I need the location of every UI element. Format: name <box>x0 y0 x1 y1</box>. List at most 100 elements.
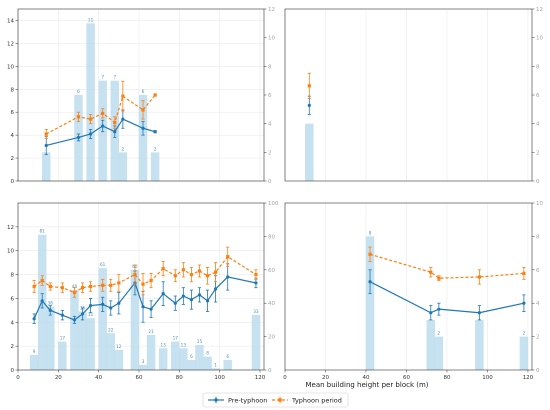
y2-tick-label: 2 <box>536 150 540 156</box>
data-point-pre-typhoon <box>32 317 36 321</box>
y-tick-label: 4 <box>11 133 15 139</box>
block-count-bar <box>158 348 168 370</box>
data-point-pre-typhoon <box>149 307 153 311</box>
bar-count-label: 8 <box>206 351 209 356</box>
series-line-pre-typhoon <box>33 276 257 321</box>
data-point-typhoon-period <box>88 117 93 121</box>
series-line-typhoon-period <box>369 253 524 279</box>
data-point-typhoon-period <box>60 286 64 290</box>
y2-tick-label: 6 <box>536 93 540 99</box>
data-point-pre-typhoon <box>72 318 77 322</box>
series-line-typhoon-period <box>33 255 257 294</box>
y2-tick-label: 2 <box>536 335 540 341</box>
block-count-bar <box>138 364 148 370</box>
chart-panel-wanlv-park: 0 2 4 6 8 10 12 <box>284 7 543 185</box>
data-point-typhoon-period <box>153 93 157 97</box>
data-point-typhoon-period <box>189 272 194 277</box>
data-point-typhoon-period <box>522 271 526 275</box>
y2-tick-label: 10 <box>536 36 543 42</box>
data-point-typhoon-period <box>40 278 44 283</box>
data-point-pre-typhoon <box>254 281 258 285</box>
plot-frame <box>284 202 533 371</box>
data-point-pre-typhoon <box>181 294 185 298</box>
y-tick-label: 2 <box>11 344 15 350</box>
block-count-bar <box>146 334 156 370</box>
legend-item-pre-typhoon: Pre-typhoon <box>208 396 267 405</box>
bar-count-label: 6 <box>142 89 145 94</box>
x-tick-label: 0 <box>283 375 287 381</box>
y-tick-label: 12 <box>7 41 14 47</box>
y2-tick-label: 10 <box>268 36 275 42</box>
block-count-bar <box>98 268 107 370</box>
x-tick-label: 120 <box>255 375 266 381</box>
y2-tick-label: 40 <box>268 301 275 307</box>
block-count-bar <box>434 336 444 370</box>
y2-tick-label: 100 <box>268 201 279 207</box>
data-point-pre-typhoon <box>117 301 121 305</box>
data-point-typhoon-period <box>44 132 48 136</box>
block-count-bar <box>203 356 212 370</box>
data-point-pre-typhoon <box>522 301 526 305</box>
y-tick-label: 12 <box>7 225 14 231</box>
data-point-typhoon-period <box>173 274 177 278</box>
data-point-typhoon-period <box>437 276 441 280</box>
block-count-bar <box>223 359 232 370</box>
x-tick-label: 20 <box>55 375 62 381</box>
data-point-pre-typhoon <box>141 305 145 309</box>
bar-count-label: 17 <box>173 336 179 341</box>
legend-marker-typhoon-period <box>278 398 282 402</box>
data-point-pre-typhoon <box>205 299 210 303</box>
y-tick-label: 4 <box>11 320 15 326</box>
data-point-pre-typhoon <box>121 117 125 121</box>
legend-marker-pre-typhoon <box>214 398 218 402</box>
y-tick-label: 14 <box>7 18 14 24</box>
data-point-pre-typhoon <box>226 275 230 279</box>
data-point-typhoon-period <box>141 282 145 286</box>
data-point-pre-typhoon <box>76 135 81 140</box>
x-tick-label: 100 <box>214 375 225 381</box>
bar-count-label: 61 <box>100 262 106 267</box>
y-tick-label: 0 <box>11 368 15 374</box>
data-point-typhoon-period <box>101 283 105 287</box>
y2-tick-label: 20 <box>268 335 275 341</box>
data-point-pre-typhoon <box>173 301 177 305</box>
legend-label-pre-typhoon: Pre-typhoon <box>228 397 267 405</box>
legend-label-typhoon-period: Typhoon period <box>291 397 342 405</box>
data-point-pre-typhoon <box>368 280 372 284</box>
y2-tick-label: 4 <box>268 122 272 128</box>
data-point-pre-typhoon <box>40 299 44 303</box>
y2-tick-label: 8 <box>536 234 540 240</box>
data-point-typhoon-period <box>477 275 481 279</box>
y2-tick-label: 0 <box>536 179 540 185</box>
block-count-bar <box>365 236 375 370</box>
block-count-bar <box>187 359 196 370</box>
block-count-bar <box>171 341 180 370</box>
data-point-pre-typhoon <box>60 313 64 317</box>
legend-frame <box>202 392 349 408</box>
data-point-pre-typhoon <box>214 287 218 291</box>
y-tick-label: 10 <box>7 64 14 70</box>
y2-tick-label: 12 <box>536 7 543 13</box>
y2-tick-label: 8 <box>268 64 272 70</box>
data-point-typhoon-period <box>429 270 433 274</box>
data-point-typhoon-period <box>113 120 117 125</box>
bar-count-label: 81 <box>40 229 46 234</box>
data-point-typhoon-period <box>307 84 311 88</box>
y2-tick-label: 6 <box>268 93 272 99</box>
y2-tick-label: 12 <box>268 7 275 13</box>
y-tick-label: 10 <box>7 249 14 255</box>
block-count-bar <box>519 336 529 370</box>
bar-count-label: 12 <box>116 344 122 349</box>
data-point-pre-typhoon <box>429 311 433 315</box>
bar-count-label: 11 <box>88 17 94 22</box>
y-tick-label: 6 <box>11 296 15 302</box>
x-tick-label: 40 <box>362 375 369 381</box>
data-point-pre-typhoon <box>80 312 85 316</box>
data-point-typhoon-period <box>101 111 105 115</box>
data-point-typhoon-period <box>141 108 145 112</box>
y2-tick-label: 0 <box>536 368 540 374</box>
plot-frame <box>17 202 265 371</box>
y2-tick-label: 8 <box>536 64 540 70</box>
